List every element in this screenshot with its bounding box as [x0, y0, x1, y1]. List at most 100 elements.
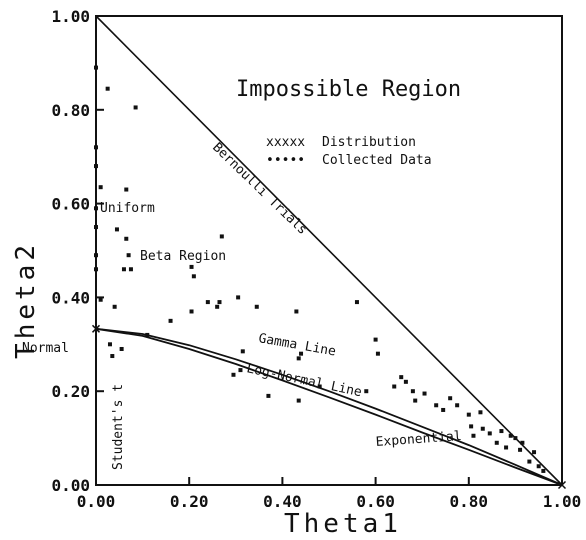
bernoulli-line [95, 15, 563, 486]
annotation-normal: Normal [22, 341, 69, 356]
distribution-point [91, 324, 101, 333]
collected-data-point [114, 227, 119, 232]
distribution-point [557, 480, 567, 490]
y-tick-label: 0.60 [51, 195, 90, 214]
collected-data-point [105, 86, 110, 91]
x-tick-label: 1.00 [543, 492, 582, 511]
collected-data-point [527, 459, 532, 464]
collected-data-point [434, 403, 439, 408]
collected-data-point [94, 65, 98, 70]
collected-data-point [191, 274, 196, 279]
annotation-exponential: Exponential [375, 429, 462, 450]
legend: xxxxx Distribution ••••• Collected Data [266, 135, 432, 168]
y-axis-title: Theta2 [11, 241, 41, 359]
collected-data-point [504, 445, 509, 450]
collected-data-point [217, 300, 222, 305]
collected-data-point [94, 267, 98, 272]
collected-data-point [480, 426, 485, 431]
collected-data-point [254, 304, 259, 309]
collected-data-point [532, 450, 537, 455]
x-tick-label: 0.40 [263, 492, 302, 511]
annotation-students-t: Student's t [111, 384, 126, 470]
collected-data-point [112, 304, 117, 309]
collected-data-point [494, 440, 499, 445]
x-axis-title: Theta1 [284, 509, 402, 539]
collected-data-point [499, 429, 504, 434]
collected-data-point [375, 351, 380, 356]
collected-data-point [94, 145, 98, 150]
x-tick-label: 0.20 [170, 492, 209, 511]
annotation-beta-region: Beta Region [140, 249, 226, 264]
collected-data-point [441, 407, 446, 412]
collected-data-point [373, 337, 378, 342]
collected-data-point [124, 236, 129, 241]
collected-data-point [94, 206, 98, 211]
collected-data-point [133, 105, 138, 110]
collected-data-point [448, 396, 453, 401]
collected-data-point [536, 464, 541, 469]
collected-data-point [94, 253, 98, 258]
collected-data-point [231, 372, 236, 377]
collected-data-point [189, 309, 194, 314]
collected-data-point [410, 389, 415, 394]
collected-data-point [98, 185, 103, 190]
collected-data-point [124, 187, 129, 192]
collected-data-point [518, 447, 523, 452]
collected-data-point [215, 304, 220, 309]
collected-data-point [189, 264, 194, 269]
collected-data-point [219, 234, 224, 239]
collected-data-point [455, 403, 460, 408]
collected-data-point [317, 384, 322, 389]
collected-data-point [413, 398, 418, 403]
y-tick-label: 0.00 [51, 476, 90, 495]
collected-data-point [299, 351, 304, 356]
collected-data-point [399, 375, 404, 380]
annotation-gamma: Gamma Line [257, 331, 337, 359]
collected-data-point [107, 342, 112, 347]
plot-layer: 0.00 0.20 0.40 0.60 0.80 1.00 0.00 0.20 0.40 0.60… [51, 7, 581, 511]
y-tick-label: 0.80 [51, 101, 90, 120]
legend-label-distribution: Distribution [322, 135, 416, 150]
collected-data-point [469, 424, 474, 429]
collected-data-point [266, 393, 271, 398]
collected-data-point [110, 354, 115, 359]
collected-data-point [205, 300, 210, 305]
collected-data-point [236, 295, 241, 300]
y-tick-label: 0.40 [51, 288, 90, 307]
points-layer [91, 65, 567, 490]
collected-data-point [168, 318, 173, 323]
collected-data-point [98, 297, 103, 302]
collected-data-point [354, 300, 359, 305]
collected-data-point [126, 253, 131, 258]
collected-data-point [145, 332, 150, 337]
collected-data-point [294, 309, 299, 314]
y-tick-label: 0.20 [51, 382, 90, 401]
collected-data-point [94, 164, 98, 169]
legend-label-collected: Collected Data [322, 153, 432, 168]
lognormal-line [95, 327, 563, 486]
x-tick-label: 0.00 [77, 492, 116, 511]
annotation-lognormal: Log-Normal Line [245, 361, 363, 400]
gamma-line [95, 327, 563, 486]
collected-data-point [403, 379, 408, 384]
collected-data-point [119, 346, 124, 351]
collected-data-point [508, 433, 513, 438]
legend-marker-collected: ••••• [266, 153, 305, 168]
collected-data-point [364, 389, 369, 394]
collected-data-point [296, 356, 301, 361]
collected-data-point [513, 436, 518, 441]
x-tick-label: 0.60 [356, 492, 395, 511]
collected-data-point [520, 440, 525, 445]
collected-data-point [487, 431, 492, 436]
collected-data-point [240, 349, 245, 354]
legend-marker-distribution: xxxxx [266, 135, 305, 150]
collected-data-point [296, 398, 301, 403]
lines-layer [95, 15, 563, 486]
plot-frame [95, 15, 563, 486]
collected-data-point [541, 468, 546, 473]
annotation-uniform: Uniform [100, 201, 155, 216]
collected-data-point [94, 225, 98, 230]
collected-data-point [478, 410, 483, 415]
annotation-impossible-region: Impossible Region [236, 77, 461, 102]
